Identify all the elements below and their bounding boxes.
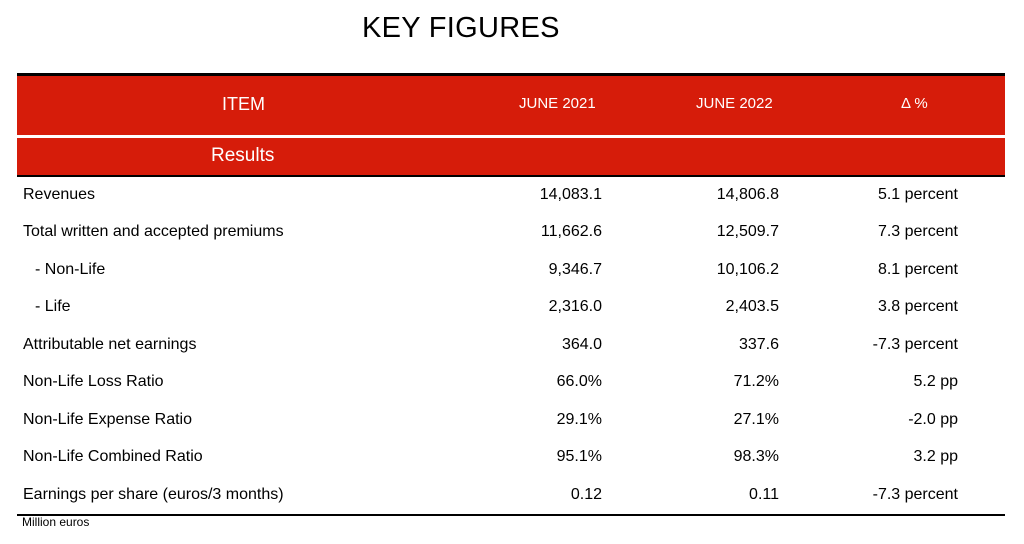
table-top-rule <box>17 73 1005 76</box>
row-june-2021: 2,316.0 <box>548 298 602 315</box>
row-june-2021: 14,083.1 <box>539 186 602 203</box>
row-june-2022: 10,106.2 <box>716 261 779 278</box>
row-june-2021: 29.1% <box>556 411 602 428</box>
row-june-2022: 27.1% <box>733 411 779 428</box>
table-row: - Life 2,316.0 2,403.5 3.8 percent <box>17 289 1005 326</box>
row-delta: 7.3 percent <box>877 223 958 240</box>
header-separator <box>17 135 1005 138</box>
section-label: Results <box>211 145 275 166</box>
row-delta: 3.8 percent <box>877 298 958 315</box>
row-label: Non-Life Expense Ratio <box>23 411 192 428</box>
header-delta: Δ % <box>901 95 928 112</box>
section-bottom-rule <box>17 175 1005 177</box>
row-label: Revenues <box>23 186 96 203</box>
key-figures-table: ITEM JUNE 2021 JUNE 2022 Δ % Results Rev… <box>17 73 1005 516</box>
row-june-2022: 337.6 <box>738 336 779 353</box>
table-row: - Non-Life 9,346.7 10,106.2 8.1 percent <box>17 252 1005 289</box>
row-june-2021: 9,346.7 <box>548 261 602 278</box>
row-delta: -2.0 pp <box>908 411 958 428</box>
row-label: Non-Life Loss Ratio <box>23 373 164 390</box>
table-row: Non-Life Expense Ratio 29.1% 27.1% -2.0 … <box>17 402 1005 439</box>
row-june-2021: 364.0 <box>561 336 602 353</box>
row-label: Attributable net earnings <box>23 336 197 353</box>
row-label: Earnings per share (euros/3 months) <box>23 486 284 503</box>
row-june-2021: 66.0% <box>556 373 602 390</box>
header-june-2022: JUNE 2022 <box>696 95 773 112</box>
row-label: - Non-Life <box>35 261 106 278</box>
table-body: Revenues 14,083.1 14,806.8 5.1 percent T… <box>17 177 1005 514</box>
row-june-2022: 71.2% <box>733 373 779 390</box>
row-delta: 3.2 pp <box>913 448 958 465</box>
table-row: Non-Life Loss Ratio 66.0% 71.2% 5.2 pp <box>17 364 1005 401</box>
page-title: KEY FIGURES <box>362 12 560 44</box>
row-label: Non-Life Combined Ratio <box>23 448 203 465</box>
table-row: Total written and accepted premiums 11,6… <box>17 214 1005 251</box>
row-june-2021: 11,662.6 <box>540 223 602 240</box>
row-june-2021: 0.12 <box>570 486 602 503</box>
header-item: ITEM <box>222 94 265 114</box>
row-june-2021: 95.1% <box>556 448 602 465</box>
header-june-2021: JUNE 2021 <box>519 95 596 112</box>
footnote: Million euros <box>22 515 90 529</box>
table-row: Revenues 14,083.1 14,806.8 5.1 percent <box>17 177 1005 214</box>
table-bottom-rule <box>17 514 1005 516</box>
row-june-2022: 98.3% <box>733 448 779 465</box>
row-june-2022: 0.11 <box>749 486 779 503</box>
row-label: Total written and accepted premiums <box>23 223 284 240</box>
table-row: Non-Life Combined Ratio 95.1% 98.3% 3.2 … <box>17 439 1005 476</box>
row-delta: 8.1 percent <box>877 261 958 278</box>
row-june-2022: 2,403.5 <box>725 298 779 315</box>
row-delta: 5.2 pp <box>913 373 958 390</box>
row-label: - Life <box>35 298 71 315</box>
table-row: Earnings per share (euros/3 months) 0.12… <box>17 477 1005 514</box>
section-row: Results <box>17 138 1005 175</box>
row-june-2022: 14,806.8 <box>716 186 779 203</box>
row-delta: -7.3 percent <box>872 336 958 353</box>
table-header-row: ITEM JUNE 2021 JUNE 2022 Δ % <box>17 76 1005 135</box>
row-delta: -7.3 percent <box>872 486 958 503</box>
row-delta: 5.1 percent <box>877 186 958 203</box>
row-june-2022: 12,509.7 <box>716 223 779 240</box>
table-row: Attributable net earnings 364.0 337.6 -7… <box>17 327 1005 364</box>
